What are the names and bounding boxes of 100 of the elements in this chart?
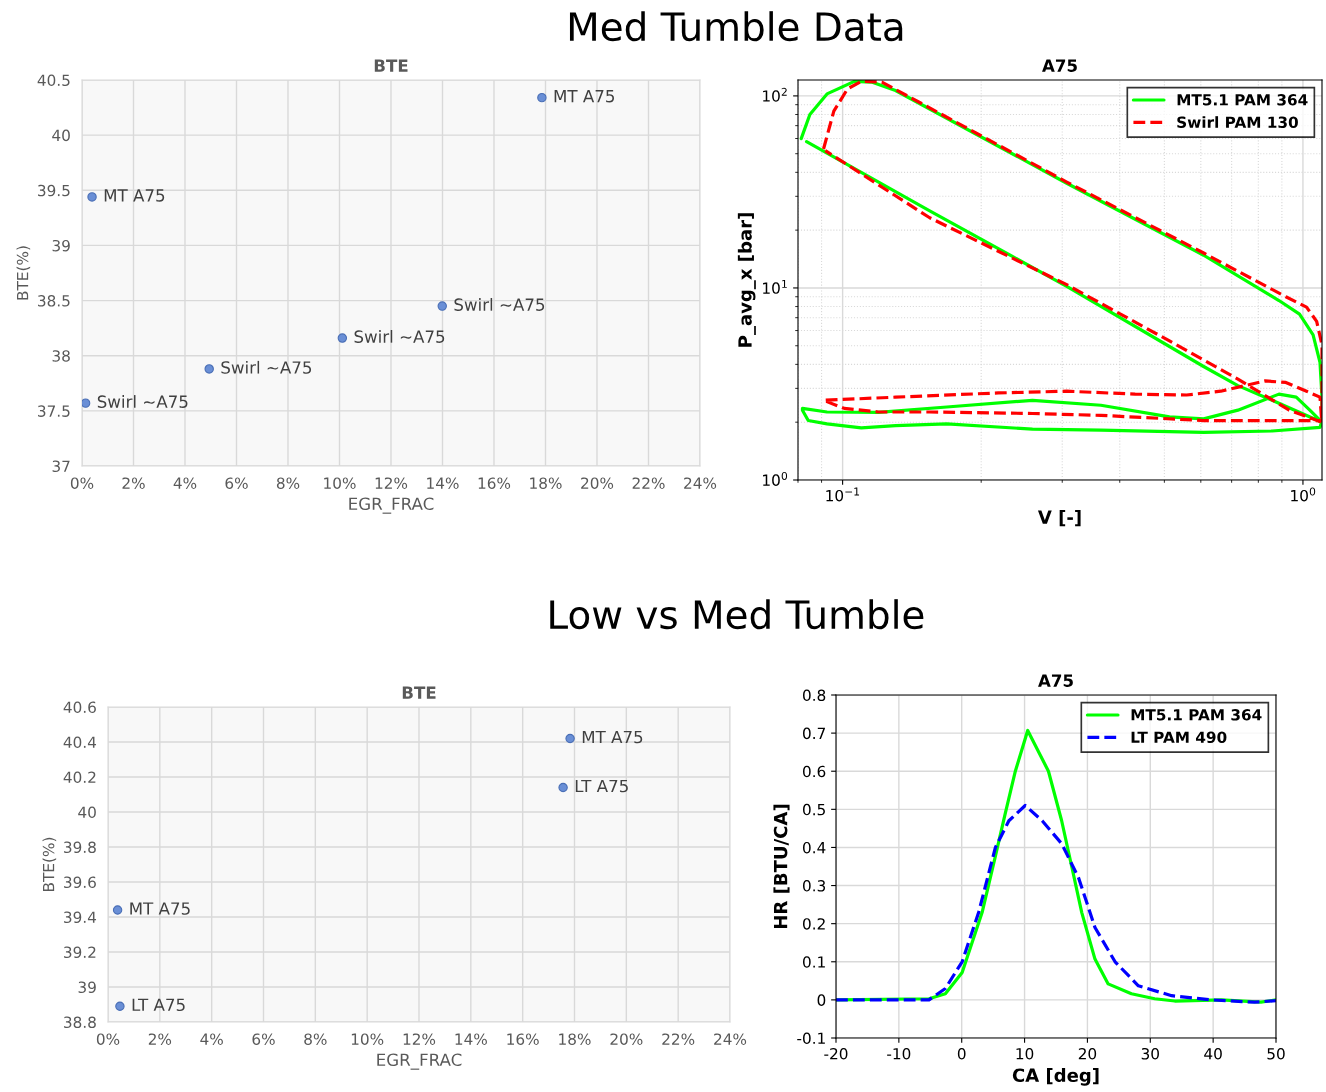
text: Low vs Med Tumble bbox=[550, 599, 924, 630]
y-tick-label: 0.4 bbox=[802, 841, 826, 854]
x-tick-label: 22% bbox=[632, 477, 665, 489]
y-tick-label: 39 bbox=[78, 981, 96, 994]
x-tick-label: 10% bbox=[324, 477, 356, 489]
point bbox=[112, 905, 123, 915]
x-tick-label: 12% bbox=[375, 477, 408, 489]
y-tick-label: 37.5 bbox=[38, 405, 70, 417]
y-tick-label: 39.6 bbox=[64, 876, 96, 889]
y-tick-label: 40 bbox=[52, 129, 70, 142]
point bbox=[337, 333, 348, 343]
x-tick-label: 16% bbox=[507, 1033, 539, 1045]
annotation: MT A75 bbox=[130, 902, 190, 915]
x-tick-label: 2% bbox=[148, 1033, 172, 1045]
x-tick-label: 4% bbox=[173, 477, 197, 489]
y-tick-label: 0.8 bbox=[802, 689, 826, 702]
y-tick-label: 38.8 bbox=[64, 1016, 96, 1029]
y-axis-title: BTE(%) bbox=[42, 837, 57, 891]
point bbox=[82, 398, 91, 408]
annotation: Swirl ~A75 bbox=[97, 395, 188, 408]
y-axis-title: BTE(%) bbox=[16, 246, 31, 300]
annotation: Swirl ~A75 bbox=[221, 360, 312, 374]
y-tick-label: 40.2 bbox=[63, 771, 96, 784]
x-axis-title: V [-] bbox=[1037, 510, 1081, 527]
point bbox=[437, 301, 447, 311]
x-tick-label: 0 bbox=[957, 1047, 966, 1060]
point bbox=[204, 364, 214, 374]
y-tick-label: 0.5 bbox=[802, 803, 825, 816]
x-tick-label: 14% bbox=[455, 1033, 487, 1045]
x-tick-label: 6% bbox=[252, 1033, 275, 1045]
chart-title: BTE bbox=[402, 686, 436, 699]
y-tick-label: 37 bbox=[52, 460, 70, 473]
x-tick-label: -10 bbox=[887, 1047, 911, 1060]
legend-label: MT5.1 PAM 364 bbox=[1177, 94, 1308, 106]
point bbox=[558, 782, 568, 793]
annotation: LT A75 bbox=[132, 998, 185, 1012]
x-tick-label: 2% bbox=[122, 477, 145, 489]
y-tick-label: 40.5 bbox=[37, 74, 70, 87]
x-tick-label: 40 bbox=[1204, 1047, 1222, 1060]
x-tick-label: 30 bbox=[1141, 1047, 1159, 1060]
y-axis-title: P_avg_x [bar] bbox=[737, 213, 756, 347]
y-tick-label: 39.8 bbox=[64, 841, 96, 854]
x-tick-label: 50 bbox=[1267, 1047, 1285, 1060]
y-tick-label: 39.2 bbox=[64, 946, 96, 959]
x-tick-label: 16% bbox=[478, 477, 511, 489]
legend-label: Swirl PAM 130 bbox=[1177, 116, 1298, 128]
x-tick-label: -20 bbox=[824, 1047, 848, 1060]
y-tick-label: 0 bbox=[817, 994, 826, 1006]
text: Med Tumble Data bbox=[569, 11, 903, 42]
x-tick-label: 0% bbox=[96, 1033, 120, 1045]
x-tick-label: 18% bbox=[559, 1033, 591, 1045]
annotation: MT A75 bbox=[554, 90, 615, 103]
x-tick-label: 20% bbox=[581, 477, 614, 489]
point bbox=[115, 1001, 125, 1011]
y-tick-label: 0.7 bbox=[802, 727, 825, 740]
y-tick-label: 0.2 bbox=[802, 918, 825, 930]
x-tick-label: 20 bbox=[1078, 1047, 1097, 1060]
x-axis-title: CA [deg] bbox=[1012, 1068, 1099, 1086]
x-tick-label: 12% bbox=[403, 1033, 436, 1045]
x-tick-label: 14% bbox=[427, 477, 459, 489]
y-tick-label: 39.5 bbox=[38, 184, 70, 197]
x-axis-title: EGR_FRAC bbox=[349, 497, 434, 514]
x-tick-label: 6% bbox=[225, 477, 248, 489]
point bbox=[87, 192, 97, 202]
chart-title: A75 bbox=[1042, 59, 1077, 72]
x-tick-label: 10 bbox=[1016, 1047, 1034, 1060]
y-tick-label: 0.1 bbox=[802, 956, 825, 968]
line-series bbox=[836, 803, 1276, 1004]
x-tick-label: 24% bbox=[714, 1033, 747, 1045]
x-tick-label: 24% bbox=[684, 477, 717, 489]
point bbox=[537, 92, 547, 103]
x-tick-label: 8% bbox=[276, 477, 300, 489]
y-tick-label: 40.6 bbox=[63, 701, 96, 714]
y-tick-label: 40 bbox=[78, 806, 96, 819]
chart-title: BTE bbox=[374, 59, 408, 72]
x-tick-label: 4% bbox=[200, 1033, 223, 1045]
chart-title: A75 bbox=[1038, 674, 1073, 687]
y-tick-label: 39 bbox=[52, 239, 70, 252]
y-tick-label: 40.4 bbox=[63, 736, 97, 749]
x-tick-label: 18% bbox=[530, 477, 562, 489]
y-axis-title: HR [BTU/CA] bbox=[773, 804, 790, 929]
x-tick-label: 0% bbox=[70, 477, 94, 489]
x-tick-label: 8% bbox=[304, 1033, 327, 1045]
x-tick-label: 20% bbox=[610, 1033, 643, 1045]
annotation: MT A75 bbox=[582, 730, 643, 744]
annotation: LT A75 bbox=[575, 779, 628, 793]
x-tick-label: 22% bbox=[662, 1033, 695, 1045]
legend-label: LT PAM 490 bbox=[1131, 731, 1227, 743]
y-tick-label: 10$^{2}$ bbox=[763, 87, 787, 102]
legend-label: MT5.1 PAM 364 bbox=[1131, 709, 1262, 721]
x-axis-title: EGR_FRAC bbox=[377, 1053, 462, 1070]
annotation: Swirl ~A75 bbox=[454, 298, 545, 311]
y-tick-label: 10$^{1}$ bbox=[763, 280, 787, 294]
x-tick-label: 10$^{−1}$ bbox=[826, 487, 860, 502]
annotation: Swirl ~A75 bbox=[354, 330, 445, 343]
y-tick-label: 0.6 bbox=[802, 765, 826, 778]
y-tick-label: 39.4 bbox=[64, 911, 97, 924]
y-tick-label: 0.3 bbox=[802, 880, 826, 892]
annotation: MT A75 bbox=[104, 189, 165, 202]
x-tick-label: 10% bbox=[351, 1033, 384, 1045]
